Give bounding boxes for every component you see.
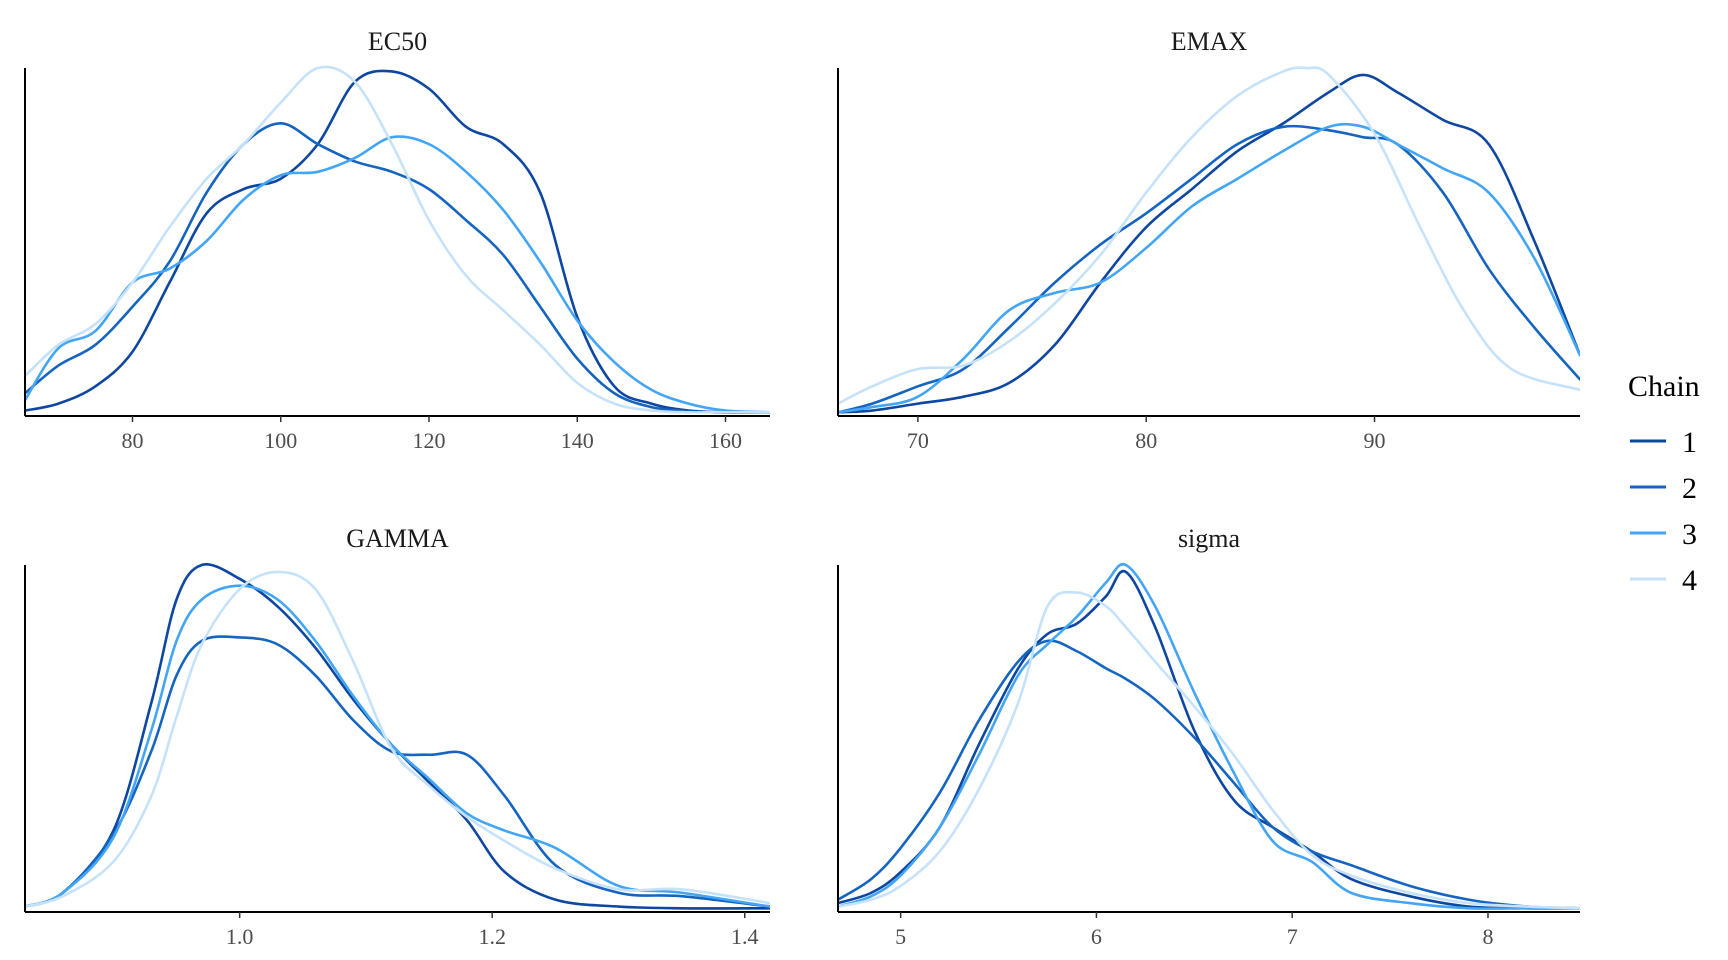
x-tick-label: 5 xyxy=(895,924,906,949)
legend-label: 4 xyxy=(1682,564,1697,597)
density-curves xyxy=(25,563,770,910)
density-line-chain-4 xyxy=(25,65,770,414)
panels: EC50 80 100 120 140 160 EMAX 70 80 90 GAMMA 1.0 1.2 1… xyxy=(24,27,1580,949)
legend-label: 1 xyxy=(1682,426,1697,459)
density-line-chain-4 xyxy=(838,66,1580,405)
legend-item-1: 1 xyxy=(1630,426,1697,459)
x-tick-label: 7 xyxy=(1287,924,1298,949)
x-tick-label: 90 xyxy=(1364,428,1386,453)
x-tick-label: 8 xyxy=(1482,924,1493,949)
x-tick-label: 1.4 xyxy=(731,924,759,949)
density-line-chain-2 xyxy=(838,124,1580,414)
density-line-chain-1 xyxy=(838,73,1580,414)
density-curves xyxy=(25,65,770,414)
density-line-chain-4 xyxy=(838,590,1580,910)
x-tick-label: 120 xyxy=(413,428,446,453)
panel-title: GAMMA xyxy=(346,524,449,553)
x-tick-label: 100 xyxy=(264,428,297,453)
legend-title: Chain xyxy=(1628,370,1700,403)
panel-title: sigma xyxy=(1178,524,1241,553)
x-tick-label: 80 xyxy=(1135,428,1157,453)
panel-ec50: EC50 80 100 120 140 160 xyxy=(24,27,770,453)
x-tick-label: 6 xyxy=(1091,924,1102,949)
density-line-chain-1 xyxy=(25,69,770,414)
density-line-chain-3 xyxy=(838,562,1580,910)
density-line-chain-4 xyxy=(25,570,770,908)
legend-items: 1 2 3 4 xyxy=(1630,426,1697,597)
density-line-chain-2 xyxy=(25,635,770,908)
legend-label: 2 xyxy=(1682,472,1697,505)
x-tick-label: 140 xyxy=(561,428,594,453)
panel-title: EC50 xyxy=(368,27,427,56)
x-tick-label: 1.2 xyxy=(478,924,506,949)
density-line-chain-2 xyxy=(838,639,1580,910)
density-line-chain-3 xyxy=(25,135,770,414)
x-tick-label: 80 xyxy=(121,428,143,453)
density-line-chain-1 xyxy=(25,563,770,910)
density-line-chain-2 xyxy=(25,122,770,414)
legend-item-2: 2 xyxy=(1630,472,1697,505)
x-tick-label: 70 xyxy=(907,428,929,453)
panel-sigma: sigma 5 6 7 8 xyxy=(837,524,1580,949)
legend-item-3: 3 xyxy=(1630,518,1697,551)
density-curves xyxy=(838,562,1580,910)
x-tick-label: 1.0 xyxy=(226,924,254,949)
panel-gamma: GAMMA 1.0 1.2 1.4 xyxy=(24,524,770,949)
density-curves xyxy=(838,66,1580,414)
panel-emax: EMAX 70 80 90 xyxy=(837,27,1580,453)
legend: Chain 1 2 3 4 xyxy=(1628,370,1700,597)
panel-title: EMAX xyxy=(1171,27,1248,56)
legend-item-4: 4 xyxy=(1630,564,1697,597)
density-line-chain-3 xyxy=(838,122,1580,414)
density-line-chain-1 xyxy=(838,569,1580,910)
legend-label: 3 xyxy=(1682,518,1697,551)
density-line-chain-3 xyxy=(25,584,770,908)
x-tick-label: 160 xyxy=(709,428,742,453)
